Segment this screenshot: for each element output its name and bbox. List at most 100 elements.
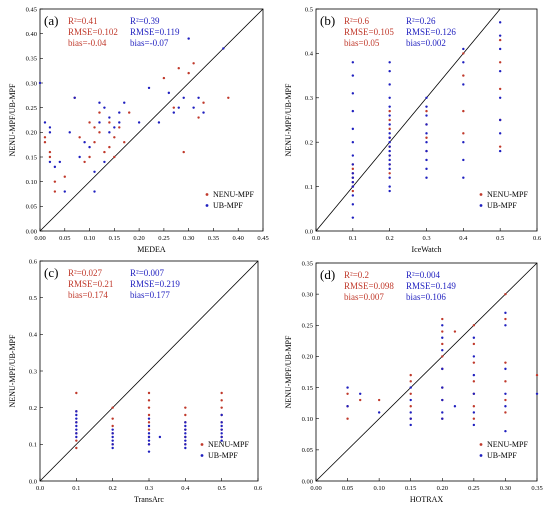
ub-mpf-point — [388, 114, 391, 117]
ub-mpf-point — [147, 417, 151, 420]
ub-mpf-point — [184, 446, 187, 450]
nenu-mpf-point — [93, 141, 96, 144]
nenu-mpf-point — [220, 391, 223, 395]
y-tick-label: 0.3 — [305, 95, 313, 102]
ub-mpf-point — [220, 424, 223, 428]
y-tick-label: 0.4 — [305, 51, 314, 58]
ub-mpf-point — [48, 126, 52, 129]
legend-label: NENU-MPF — [487, 440, 528, 449]
x-tick-label: 0.35 — [208, 235, 219, 242]
ub-mpf-point — [351, 176, 355, 179]
nenu-mpf-point — [441, 355, 444, 358]
ub-mpf-point — [351, 154, 355, 157]
ub-mpf-point — [113, 126, 116, 129]
ub-mpf-point — [48, 160, 52, 164]
x-tick-label: 0.45 — [257, 235, 268, 242]
nenu-mpf-point — [184, 413, 187, 417]
x-tick-label: 0.40 — [233, 235, 244, 242]
ub-mpf-point — [351, 194, 355, 197]
nenu-mpf-point — [351, 189, 355, 193]
nenu-mpf-point — [48, 155, 52, 159]
ub-mpf-point — [182, 96, 185, 100]
ub-mpf-point — [103, 106, 106, 109]
ub-mpf-point — [75, 428, 78, 431]
stat-rmse: RMSE=0.21 — [68, 279, 113, 289]
ub-mpf-point — [498, 149, 502, 153]
ub-mpf-point — [409, 398, 412, 402]
nenu-mpf-point — [498, 87, 502, 91]
nenu-mpf-point — [98, 111, 101, 114]
ub-mpf-point — [388, 158, 391, 162]
ub-mpf-point — [158, 435, 162, 439]
ub-mpf-point — [425, 167, 428, 171]
ub-mpf-point — [38, 81, 42, 85]
ub-mpf-point — [83, 141, 86, 144]
ub-mpf-point — [192, 106, 195, 109]
ub-mpf-point — [93, 190, 96, 193]
ub-mpf-point — [184, 439, 187, 442]
x-tick-label: 0.00 — [310, 485, 321, 492]
legend-label: UB-MPF — [208, 451, 238, 460]
ub-mpf-point — [498, 21, 502, 24]
ub-mpf-point — [388, 149, 391, 153]
ub-mpf-point — [425, 96, 428, 100]
ub-mpf-point — [187, 37, 190, 40]
panel-label: (a) — [44, 13, 58, 28]
nenu-mpf-point — [53, 190, 57, 193]
x-tick-label: 0.2 — [109, 485, 117, 492]
x-axis-label: IceWatch — [412, 245, 442, 254]
legend-label: NENU-MPF — [208, 440, 249, 449]
nenu-mpf-point — [147, 428, 151, 431]
nenu-mpf-point — [113, 155, 116, 159]
nenu-mpf-point — [220, 399, 223, 402]
nenu-mpf-point — [43, 141, 47, 144]
nenu-mpf-point — [472, 361, 476, 364]
ub-mpf-point — [498, 118, 502, 122]
ub-mpf-point — [157, 121, 161, 124]
y-tick-label: 0.2 — [29, 405, 37, 412]
nenu-mpf-point — [147, 399, 151, 402]
plot-frame — [39, 8, 264, 232]
y-tick-label: 0.00 — [26, 228, 37, 235]
x-tick-label: 0.0 — [36, 485, 44, 492]
stat-rmse: RMSE=0.119 — [130, 27, 180, 37]
x-tick-label: 0.0 — [312, 235, 320, 242]
legend-label: UB-MPF — [487, 201, 517, 210]
nenu-mpf-point — [409, 380, 412, 383]
nenu-mpf-point — [388, 127, 391, 131]
nenu-mpf-point — [128, 111, 131, 114]
legend-label: NENU-MPF — [213, 190, 254, 199]
nenu-mpf-point — [351, 167, 355, 171]
ub-mpf-point — [462, 176, 465, 179]
ub-mpf-point — [351, 180, 355, 184]
y-tick-label: 0.40 — [26, 31, 37, 38]
ub-mpf-point — [462, 158, 465, 162]
ub-mpf-point — [462, 83, 465, 86]
stat-bias: bias=0.106 — [406, 292, 446, 302]
nenu-mpf-point — [504, 380, 507, 383]
ub-mpf-point — [388, 69, 391, 73]
ub-mpf-point — [351, 203, 355, 206]
ub-mpf-point — [197, 96, 200, 100]
nenu-mpf-point — [346, 417, 349, 420]
ub-mpf-point — [388, 132, 391, 135]
ub-mpf-point — [111, 428, 114, 431]
nenu-mpf-point — [88, 121, 91, 124]
stat-bias: bias=0.177 — [130, 290, 170, 300]
ub-mpf-point — [351, 127, 355, 131]
nenu-mpf-point — [75, 446, 78, 450]
panel-label: (b) — [320, 13, 335, 28]
ub-mpf-point — [118, 111, 121, 114]
nenu-mpf-point — [162, 76, 166, 80]
stat-rmse: RMSE=0.126 — [406, 27, 456, 37]
nenu-mpf-point — [147, 391, 151, 395]
ub-mpf-point — [498, 69, 502, 73]
ub-mpf-point — [388, 189, 391, 193]
one-to-one-line — [39, 260, 259, 482]
ub-mpf-point — [75, 435, 78, 439]
x-tick-label: 0.25 — [468, 485, 479, 492]
ub-mpf-point — [147, 435, 151, 439]
nenu-mpf-point — [504, 411, 507, 414]
ub-mpf-point — [43, 121, 47, 124]
